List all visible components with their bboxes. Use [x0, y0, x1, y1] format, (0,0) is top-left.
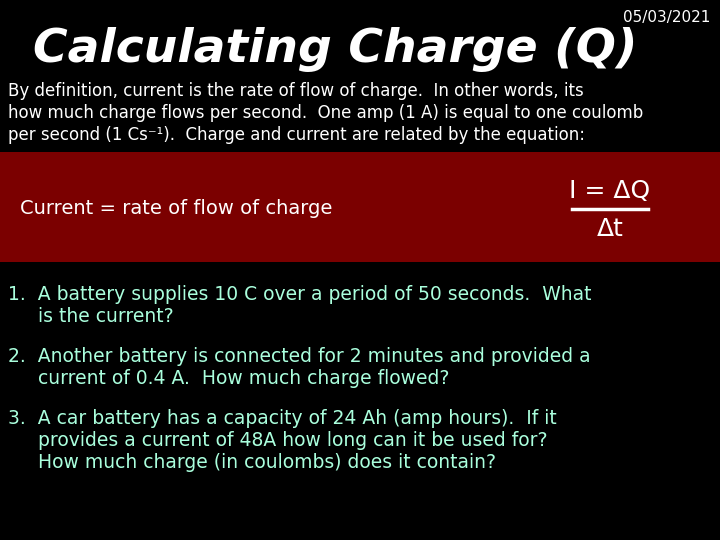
- Text: 2.  Another battery is connected for 2 minutes and provided a: 2. Another battery is connected for 2 mi…: [8, 347, 590, 366]
- Text: Current = rate of flow of charge: Current = rate of flow of charge: [20, 199, 333, 219]
- Text: current of 0.4 A.  How much charge flowed?: current of 0.4 A. How much charge flowed…: [8, 369, 449, 388]
- Text: 1.  A battery supplies 10 C over a period of 50 seconds.  What: 1. A battery supplies 10 C over a period…: [8, 285, 592, 304]
- Text: Δt: Δt: [597, 217, 624, 241]
- Text: I = ΔQ: I = ΔQ: [570, 179, 651, 203]
- Text: per second (1 Cs⁻¹).  Charge and current are related by the equation:: per second (1 Cs⁻¹). Charge and current …: [8, 126, 585, 144]
- Text: provides a current of 48A how long can it be used for?: provides a current of 48A how long can i…: [8, 431, 547, 450]
- Text: 05/03/2021: 05/03/2021: [623, 10, 710, 25]
- Text: how much charge flows per second.  One amp (1 A) is equal to one coulomb: how much charge flows per second. One am…: [8, 104, 643, 122]
- Text: By definition, current is the rate of flow of charge.  In other words, its: By definition, current is the rate of fl…: [8, 82, 584, 100]
- Text: Calculating Charge (Q): Calculating Charge (Q): [32, 28, 637, 72]
- Text: 3.  A car battery has a capacity of 24 Ah (amp hours).  If it: 3. A car battery has a capacity of 24 Ah…: [8, 409, 557, 428]
- Text: How much charge (in coulombs) does it contain?: How much charge (in coulombs) does it co…: [8, 453, 496, 472]
- FancyBboxPatch shape: [0, 152, 720, 262]
- Text: is the current?: is the current?: [8, 307, 174, 326]
